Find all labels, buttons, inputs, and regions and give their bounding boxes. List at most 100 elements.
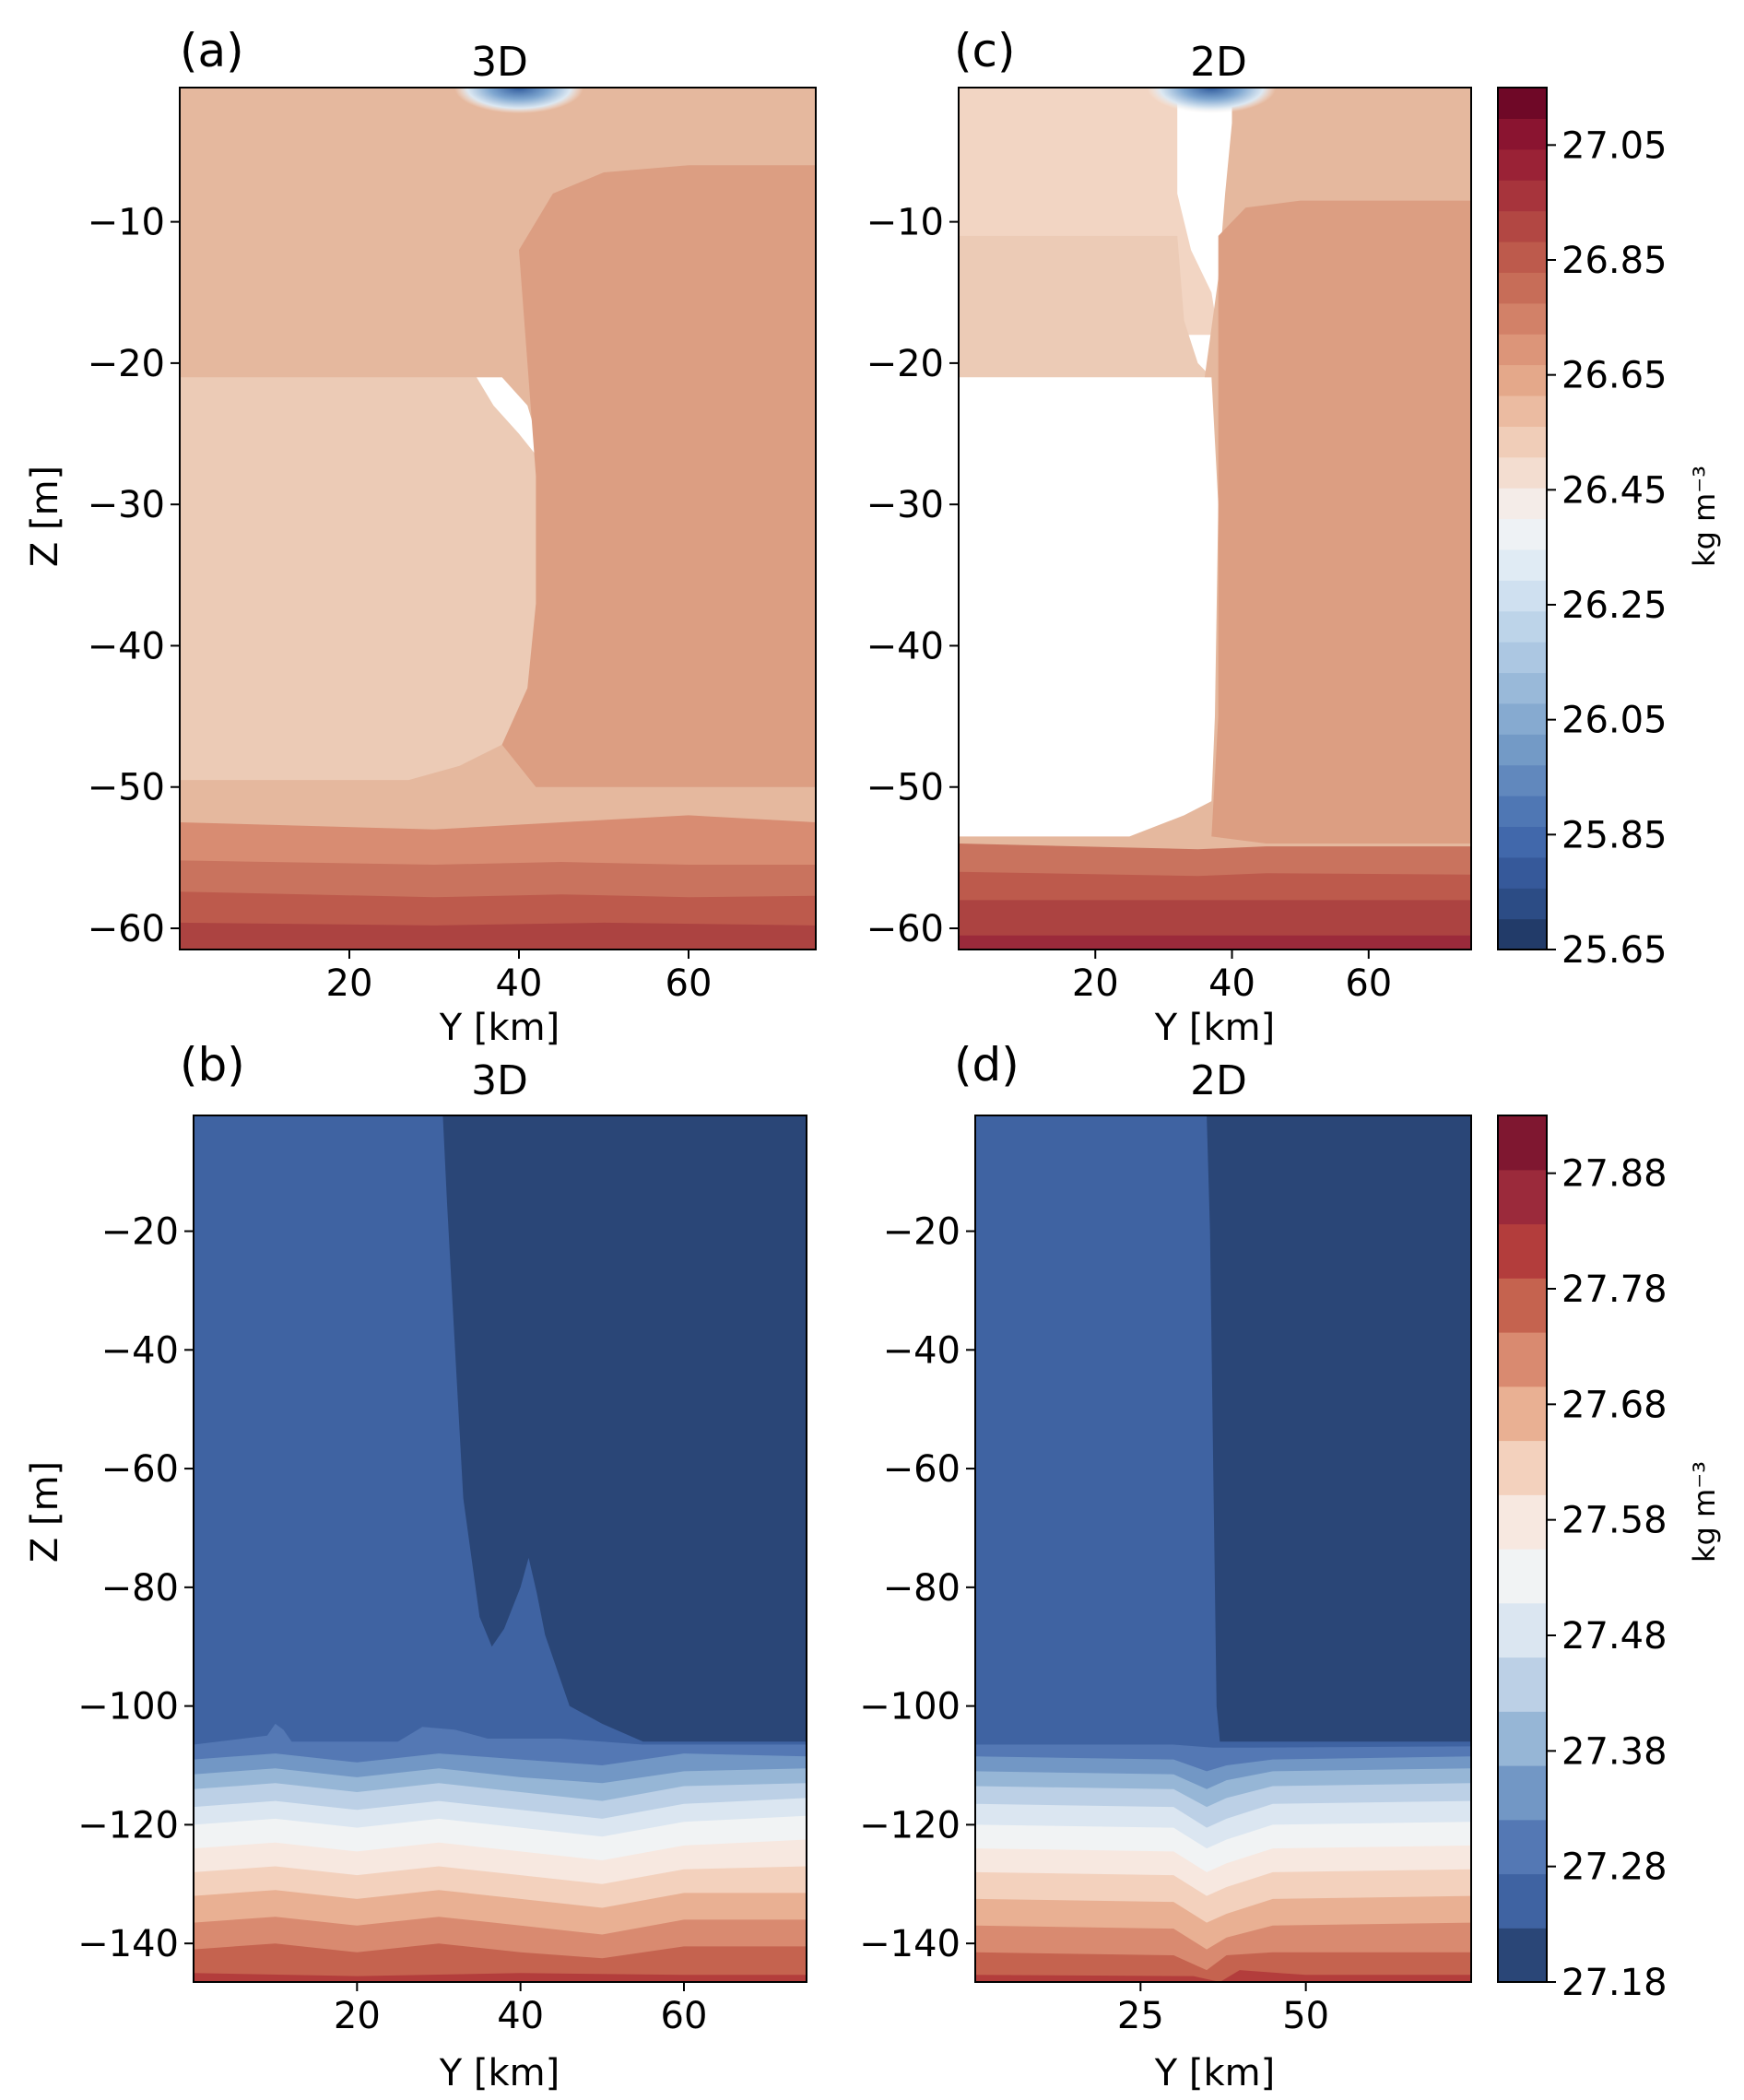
plot-frame-a <box>179 87 817 950</box>
contour-layer-c-7 <box>959 935 1471 950</box>
colorbar-top-swatch <box>1498 334 1547 366</box>
colorbar-bottom-swatch <box>1498 1711 1547 1766</box>
colorbar-bottom-frame <box>1497 1115 1548 1983</box>
colorbar-top-swatch <box>1498 672 1547 704</box>
contour-layer-c-3 <box>1211 200 1471 844</box>
ytick-label-d: −80 <box>883 1567 960 1610</box>
xtick-label-b: 20 <box>334 1995 381 2037</box>
ytick-label-d: −100 <box>859 1686 960 1728</box>
colorbar-top-swatch <box>1498 180 1547 212</box>
colorbar-bottom-tick-label: 27.78 <box>1561 1268 1667 1311</box>
xtick-label-d: 25 <box>1117 1995 1164 2037</box>
contour-layer-a-7 <box>180 922 816 950</box>
colorbar-bottom-swatch <box>1498 1549 1547 1604</box>
colorbar-top-swatch <box>1498 488 1547 520</box>
colorbar-bottom-swatch <box>1498 1223 1547 1279</box>
plot-panel-c: 20 40 60 −10 −20 −30 −40 −50 −60 <box>866 87 1472 1005</box>
colorbar-bottom: 27.18 27.28 27.38 27.48 27.58 27.68 27.78 27.88 <box>1497 1115 1667 2004</box>
colorbar-top-swatch <box>1498 518 1547 550</box>
colorbar-top-swatch <box>1498 580 1547 612</box>
panel-label-d: (d) <box>954 1038 1019 1091</box>
colorbar-bottom-tick-label: 27.38 <box>1561 1730 1667 1773</box>
colorbar-top-swatch <box>1498 395 1547 427</box>
panel-title-b: 3D <box>471 1057 528 1104</box>
ytick-label-a: −50 <box>88 767 165 809</box>
ytick-label-a: −40 <box>88 625 165 667</box>
plot-panel-b: 20 40 60 −20 −40 −60 −80 −100 −120 −140 <box>77 1115 807 2037</box>
plot-panel-a: 20 40 60 −10 −20 −30 −40 −50 −60 <box>88 87 817 1005</box>
colorbar-top-swatch <box>1498 796 1547 828</box>
ylabel-b: Z [m] <box>24 1461 66 1563</box>
colorbar-bottom-tick-label: 27.58 <box>1561 1500 1667 1542</box>
contour-layer-b-13 <box>194 1973 807 1982</box>
xtick-label-c: 20 <box>1072 962 1119 1005</box>
colorbar-top-swatch <box>1498 302 1547 335</box>
contour-layer-c-1 <box>959 235 1212 378</box>
colorbar-bottom-swatch <box>1498 1819 1547 1875</box>
colorbar-top-swatch <box>1498 118 1547 150</box>
contour-layer-d-1 <box>1207 1115 1471 1742</box>
xtick-label-c: 60 <box>1345 962 1392 1005</box>
ytick-label-b: −120 <box>77 1804 179 1846</box>
colorbar-bottom-tick-label: 27.18 <box>1561 1962 1667 2004</box>
xlabel-d: Y [km] <box>1154 2052 1276 2094</box>
xtick-label-a: 40 <box>496 962 543 1005</box>
panel-label-a: (a) <box>180 24 244 77</box>
colorbar-top-swatch <box>1498 764 1547 796</box>
xtick-label-a: 20 <box>326 962 373 1005</box>
xlabel-c: Y [km] <box>1154 1007 1276 1049</box>
ytick-label-a: −10 <box>88 202 165 244</box>
ytick-label-a: −60 <box>88 908 165 950</box>
colorbar-bottom-swatch <box>1498 1115 1547 1171</box>
colorbar-top-tick-label: 26.45 <box>1561 469 1667 512</box>
colorbar-bottom-tick-label: 27.68 <box>1561 1384 1667 1426</box>
contour-layer-a-3 <box>501 165 816 787</box>
colorbar-bottom-swatch <box>1498 1873 1547 1929</box>
colorbar-top-tick-label: 26.85 <box>1561 240 1667 282</box>
colorbar-top-swatch <box>1498 549 1547 581</box>
ytick-label-b: −20 <box>101 1211 179 1254</box>
ytick-label-c: −40 <box>866 625 944 667</box>
xtick-label-c: 40 <box>1208 962 1255 1005</box>
ytick-label-c: −50 <box>866 767 944 809</box>
colorbar-top-label: kg m⁻³ <box>1687 466 1722 567</box>
ytick-label-c: −20 <box>866 343 944 385</box>
colorbar-bottom-swatch <box>1498 1494 1547 1550</box>
ytick-label-b: −60 <box>101 1448 179 1491</box>
panel-label-c: (c) <box>954 24 1016 77</box>
colorbar-top-swatch <box>1498 888 1547 920</box>
colorbar-top-tick-label: 27.05 <box>1561 124 1667 167</box>
ytick-label-d: −40 <box>883 1329 960 1372</box>
colorbar-top-swatch <box>1498 148 1547 181</box>
colorbar-top-swatch <box>1498 918 1547 950</box>
contour-layer-d-12 <box>975 1952 1471 1982</box>
colorbar-top-swatch <box>1498 272 1547 304</box>
colorbar-top-swatch <box>1498 734 1547 766</box>
ytick-label-b: −40 <box>101 1329 179 1372</box>
colorbar-top-tick-label: 26.05 <box>1561 700 1667 742</box>
plot-frame-b <box>193 1115 807 1983</box>
colorbar-top-tick-label: 25.85 <box>1561 814 1667 856</box>
surface-anomaly-a <box>454 88 583 113</box>
ytick-label-d: −120 <box>859 1804 960 1846</box>
colorbar-bottom-swatch <box>1498 1440 1547 1495</box>
colorbar-bottom-swatch <box>1498 1278 1547 1333</box>
colorbar-bottom-label: kg m⁻³ <box>1687 1461 1722 1563</box>
xtick-label-b: 40 <box>497 1995 544 2037</box>
colorbar-top-swatch <box>1498 241 1547 273</box>
xtick-label-b: 60 <box>661 1995 708 2037</box>
colorbar-bottom-swatch <box>1498 1765 1547 1821</box>
colorbar-bottom-swatch <box>1498 1386 1547 1442</box>
surface-anomaly-c <box>1147 88 1277 113</box>
ylabel-a: Z [m] <box>24 466 66 567</box>
plot-panel-d: 25 50 −20 −40 −60 −80 −100 −120 −140 <box>859 1115 1472 2037</box>
ytick-label-d: −140 <box>859 1923 960 1965</box>
ytick-label-b: −80 <box>101 1567 179 1610</box>
colorbar-bottom-tick-label: 27.28 <box>1561 1846 1667 1889</box>
plot-frame-d <box>974 1115 1472 1983</box>
panel-title-d: 2D <box>1190 1057 1247 1104</box>
colorbar-top-swatch <box>1498 456 1547 489</box>
contour-layer-b-1 <box>442 1115 807 1742</box>
ytick-label-d: −20 <box>883 1211 960 1254</box>
colorbar-top-swatch <box>1498 426 1547 458</box>
